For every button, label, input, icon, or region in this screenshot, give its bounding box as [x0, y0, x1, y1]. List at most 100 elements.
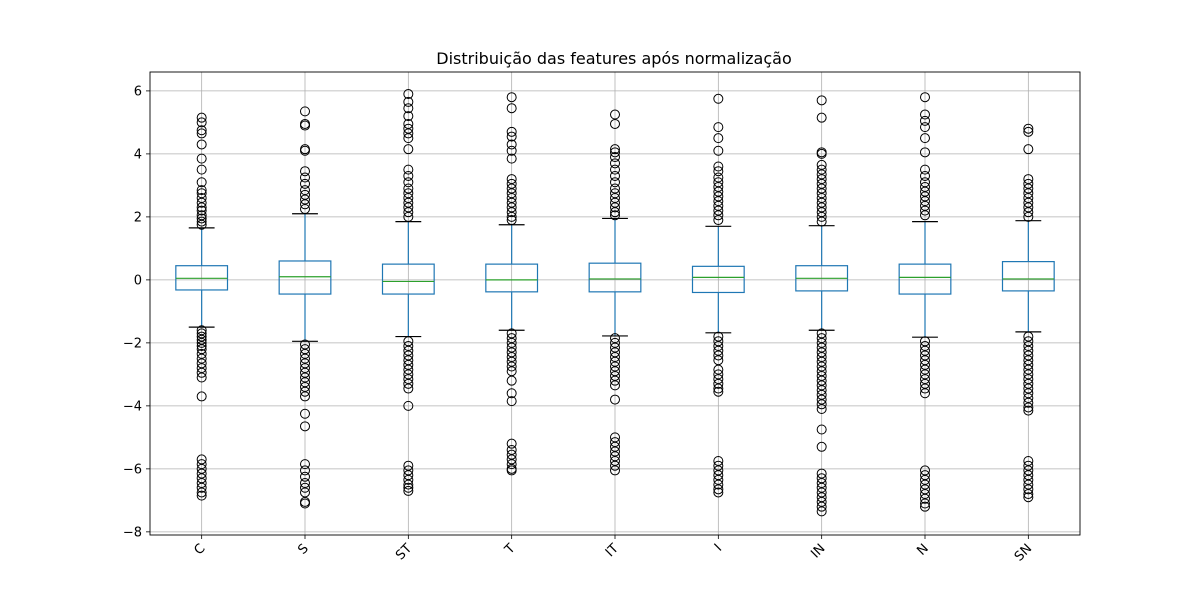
y-tick-label: −4 — [123, 399, 142, 414]
outlier-point — [403, 211, 414, 222]
x-tick-label: T — [502, 541, 519, 558]
x-tick-label: C — [191, 541, 208, 558]
outlier-point — [1023, 402, 1034, 413]
outlier-point — [610, 144, 620, 155]
outlier-point — [196, 490, 207, 501]
outlier-point — [610, 375, 620, 386]
outlier-point — [506, 103, 517, 114]
outlier-point — [300, 465, 310, 476]
outlier-point — [403, 383, 414, 394]
outlier-point — [713, 386, 724, 397]
y-tick-label: −2 — [123, 336, 142, 351]
outlier-point — [196, 341, 207, 352]
outlier-point — [403, 133, 414, 144]
outlier-point — [196, 185, 207, 196]
outlier-point — [196, 205, 207, 216]
outlier-point — [506, 139, 517, 150]
outlier-point — [403, 111, 414, 122]
outlier-point — [196, 153, 207, 164]
outlier-point — [1023, 397, 1034, 408]
outlier-point — [403, 144, 414, 155]
outlier-point — [196, 164, 207, 175]
outlier-point — [920, 147, 930, 158]
outlier-point — [920, 383, 930, 394]
box-s — [278, 106, 332, 509]
outlier-point — [610, 380, 620, 391]
outlier-point — [196, 219, 207, 230]
outlier-point — [920, 109, 930, 120]
outlier-point — [1023, 207, 1034, 218]
outlier-point — [816, 399, 827, 410]
outlier-point — [610, 118, 620, 129]
outlier-point — [816, 211, 827, 222]
outlier-point — [610, 158, 620, 169]
outlier-point — [1023, 144, 1034, 155]
outlier-point — [816, 441, 827, 452]
outlier-point — [300, 120, 310, 131]
outlier-point — [1023, 123, 1034, 134]
outlier-point — [506, 375, 517, 386]
outlier-point — [1023, 489, 1034, 500]
outlier-point — [300, 172, 310, 183]
outlier-point — [713, 122, 724, 133]
outlier-point — [713, 378, 724, 389]
outlier-point — [403, 400, 414, 411]
outlier-point — [713, 145, 724, 156]
outlier-point — [920, 133, 930, 144]
y-tick-label: −8 — [123, 525, 142, 540]
outlier-point — [920, 92, 930, 103]
x-tick-label: IN — [808, 541, 828, 561]
outlier-point — [1023, 126, 1034, 137]
outlier-point — [403, 378, 414, 389]
outlier-point — [196, 391, 207, 402]
outlier-point — [713, 166, 724, 177]
outlier-point — [196, 128, 207, 139]
y-tick-label: 6 — [134, 84, 142, 99]
outlier-point — [713, 215, 724, 226]
outlier-point — [713, 484, 724, 495]
box-iqr — [1001, 261, 1055, 292]
outlier-point — [920, 170, 930, 181]
box-t — [485, 92, 539, 476]
outlier-point — [506, 215, 517, 226]
box-iqr — [691, 265, 745, 294]
outlier-point — [403, 207, 414, 218]
outlier-point — [300, 391, 310, 402]
outlier-point — [403, 170, 414, 181]
box-layer — [175, 89, 1055, 517]
outlier-point — [506, 438, 517, 449]
box-iqr — [485, 263, 539, 293]
outlier-point — [816, 148, 827, 159]
box-iqr — [381, 263, 435, 295]
outlier-point — [506, 388, 517, 399]
outlier-point — [1023, 492, 1034, 503]
x-tick-label: S — [295, 541, 311, 557]
box-c — [175, 112, 229, 501]
outlier-point — [506, 153, 517, 164]
y-tick-label: 0 — [134, 273, 142, 288]
outlier-point — [403, 128, 414, 139]
outlier-point — [713, 487, 724, 498]
outlier-point — [816, 501, 827, 512]
box-iqr — [898, 263, 952, 295]
box-sn — [1001, 123, 1055, 503]
outlier-point — [816, 95, 827, 106]
outlier-point — [403, 177, 414, 188]
outlier-point — [610, 147, 620, 158]
box-st — [381, 89, 435, 496]
box-iqr — [588, 262, 642, 293]
outlier-point — [196, 213, 207, 224]
outlier-point — [506, 361, 517, 372]
outlier-point — [1023, 484, 1034, 495]
outlier-point — [506, 465, 517, 476]
outlier-point — [920, 122, 930, 133]
outlier-point — [920, 493, 930, 504]
outlier-point — [610, 210, 620, 221]
outlier-point — [713, 161, 724, 172]
outlier-point — [300, 204, 310, 215]
x-tick-label: SN — [1012, 541, 1035, 564]
outlier-point — [300, 145, 310, 156]
x-tick-label: N — [914, 541, 931, 558]
